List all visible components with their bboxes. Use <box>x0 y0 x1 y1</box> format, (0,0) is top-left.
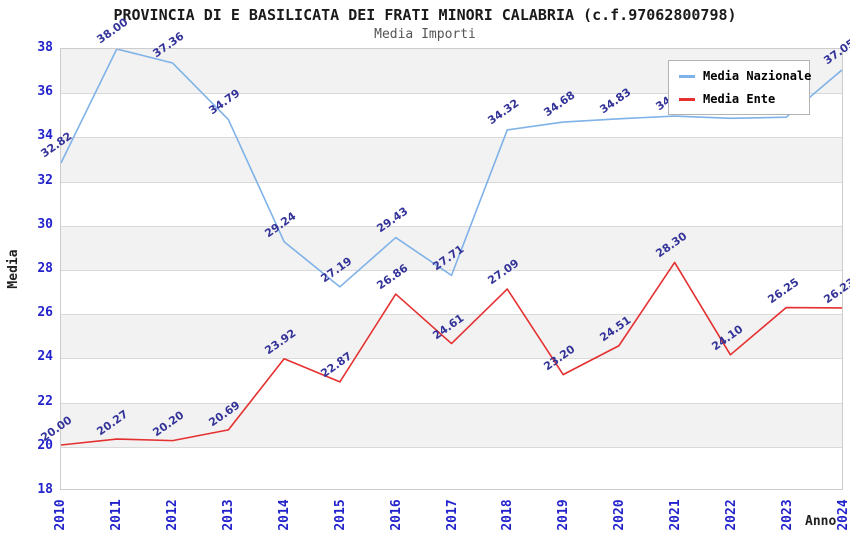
y-tick-label: 26 <box>37 305 53 321</box>
gridline <box>61 225 842 227</box>
gridline <box>61 270 842 271</box>
legend-label: Media Ente <box>703 92 776 106</box>
x-tick-label: 2013 <box>220 499 236 531</box>
plot-band <box>61 137 842 182</box>
y-tick-label: 18 <box>37 482 53 497</box>
legend: Media Nazionale Media Ente <box>668 60 811 115</box>
x-tick-label: 2023 <box>779 499 795 531</box>
x-axis-title: Anno <box>805 514 837 529</box>
gridline <box>61 314 842 316</box>
y-tick-label: 36 <box>37 84 53 100</box>
legend-label: Media Nazionale <box>703 69 812 83</box>
y-tick-label: 24 <box>37 349 53 365</box>
series-line-media-ente <box>61 261 842 446</box>
x-tick-label: 2015 <box>332 499 348 531</box>
gridline <box>61 402 842 404</box>
plot-area <box>60 48 843 490</box>
x-tick-label: 2019 <box>555 499 571 531</box>
gridline <box>61 446 842 448</box>
y-tick-label: 22 <box>37 393 53 409</box>
y-tick-label: 28 <box>37 261 53 276</box>
gridline <box>61 358 842 360</box>
plot-band <box>61 314 842 359</box>
x-tick-label: 2010 <box>52 499 68 531</box>
y-tick-label: 30 <box>37 216 53 232</box>
y-tick-label: 38 <box>37 40 53 55</box>
x-tick-label: 2022 <box>723 499 739 531</box>
series-lines <box>61 49 842 446</box>
x-tick-label: 2014 <box>276 499 292 531</box>
gridline <box>61 93 842 95</box>
y-tick-label: 34 <box>37 128 53 144</box>
x-tick-label: 2016 <box>388 499 404 531</box>
y-tick-label: 20 <box>37 437 53 453</box>
chart-title: PROVINCIA DI E BASILICATA DEI FRATI MINO… <box>113 6 737 24</box>
x-tick-label: 2021 <box>667 499 683 531</box>
y-axis-title: Media <box>6 249 21 289</box>
legend-swatch-media-nazionale <box>679 74 695 78</box>
x-tick-label: 2018 <box>499 499 515 531</box>
x-tick-label: 2020 <box>611 499 627 531</box>
gridline <box>61 181 842 183</box>
series-line-media-nazionale <box>61 49 842 288</box>
plot-band <box>61 225 842 270</box>
x-tick-label: 2017 <box>444 499 459 531</box>
x-tick-label: 2011 <box>108 499 124 531</box>
legend-item-media-nazionale: Media Nazionale <box>679 69 811 83</box>
chart-subtitle: Media Importi <box>374 27 476 42</box>
x-tick-label: 2012 <box>164 499 180 531</box>
y-tick-label: 32 <box>37 172 53 188</box>
legend-swatch-media-ente <box>679 97 695 101</box>
legend-item-media-ente: Media Ente <box>679 92 801 106</box>
plot-band <box>61 402 842 447</box>
gridline <box>61 137 842 139</box>
